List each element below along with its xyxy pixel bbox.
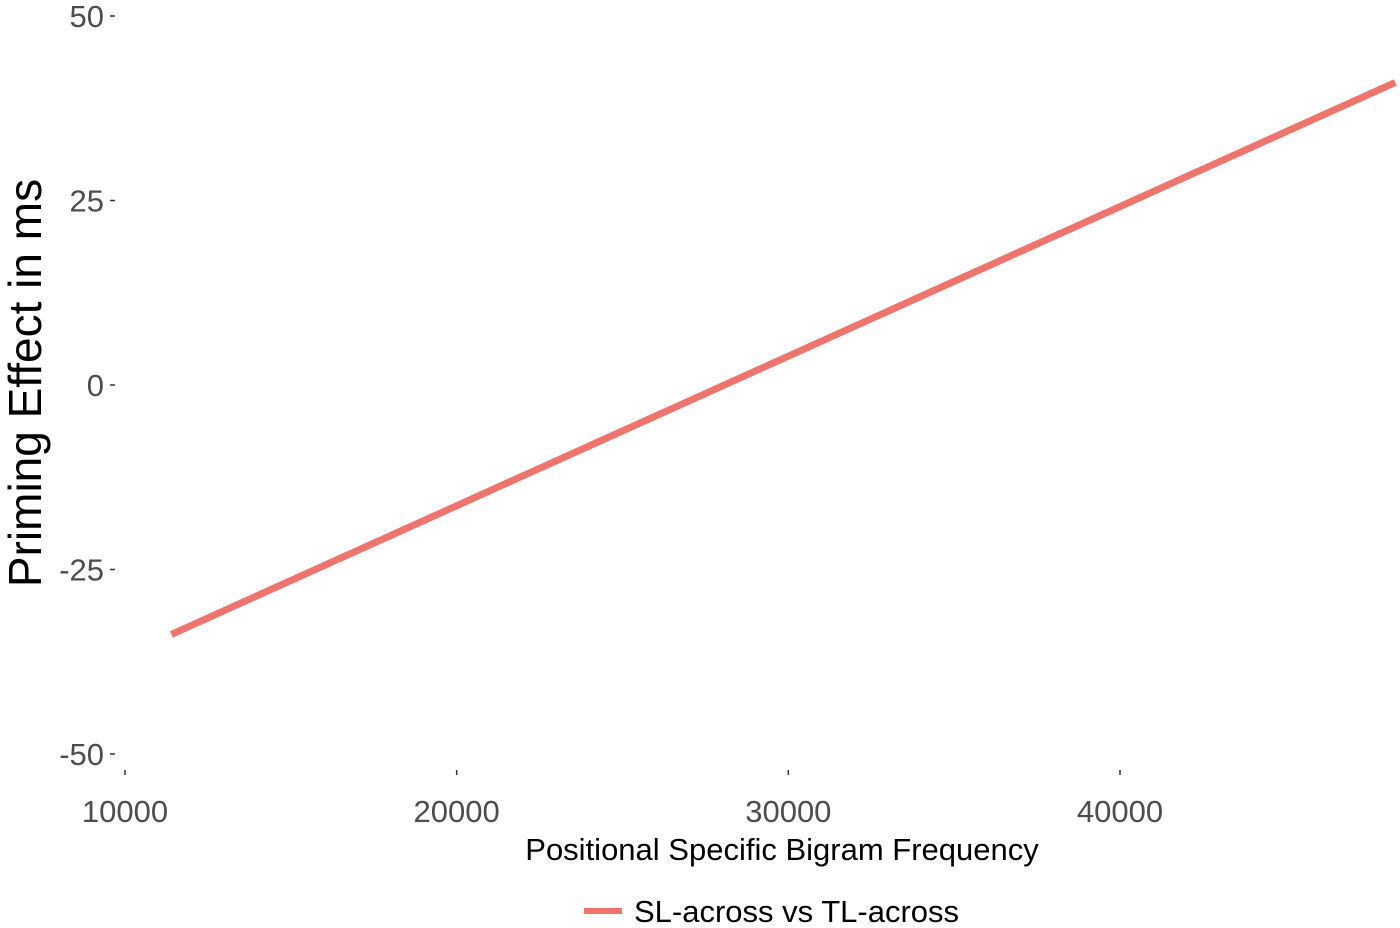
x-axis: 10000 20000 30000 40000 <box>82 770 1163 829</box>
legend: SL-across vs TL-across <box>584 894 959 928</box>
x-tick-label: 40000 <box>1077 794 1163 829</box>
y-tick-label: 50 <box>70 0 104 34</box>
y-axis: 50 25 0 -25 -50 <box>59 0 115 772</box>
y-axis-title: Priming Effect in ms <box>0 179 51 587</box>
y-tick-label: -25 <box>59 553 104 588</box>
x-tick-label: 20000 <box>414 794 500 829</box>
series-line-sl-across-vs-tl-across <box>169 79 1397 638</box>
y-tick-label: 0 <box>87 368 104 403</box>
series-layer <box>169 79 1397 638</box>
y-tick-label: 25 <box>70 184 104 219</box>
x-axis-title: Positional Specific Bigram Frequency <box>525 832 1039 867</box>
x-tick-label: 30000 <box>745 794 831 829</box>
y-tick-label: -50 <box>59 737 104 772</box>
x-tick-label: 10000 <box>82 794 168 829</box>
legend-label-sl-across-vs-tl-across: SL-across vs TL-across <box>634 894 959 928</box>
